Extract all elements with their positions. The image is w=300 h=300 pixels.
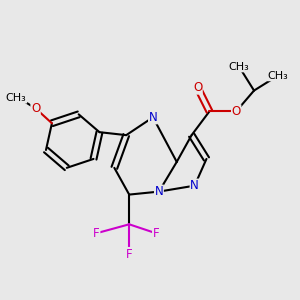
Text: CH₃: CH₃: [229, 62, 250, 72]
Text: O: O: [232, 105, 241, 118]
Text: N: N: [148, 111, 157, 124]
Text: O: O: [193, 81, 202, 94]
Text: F: F: [126, 248, 133, 260]
Text: CH₃: CH₃: [267, 71, 288, 81]
Text: O: O: [31, 102, 40, 115]
Text: N: N: [154, 185, 163, 198]
Text: F: F: [153, 227, 159, 240]
Text: N: N: [190, 179, 199, 192]
Text: CH₃: CH₃: [6, 93, 27, 103]
Text: F: F: [93, 227, 100, 240]
